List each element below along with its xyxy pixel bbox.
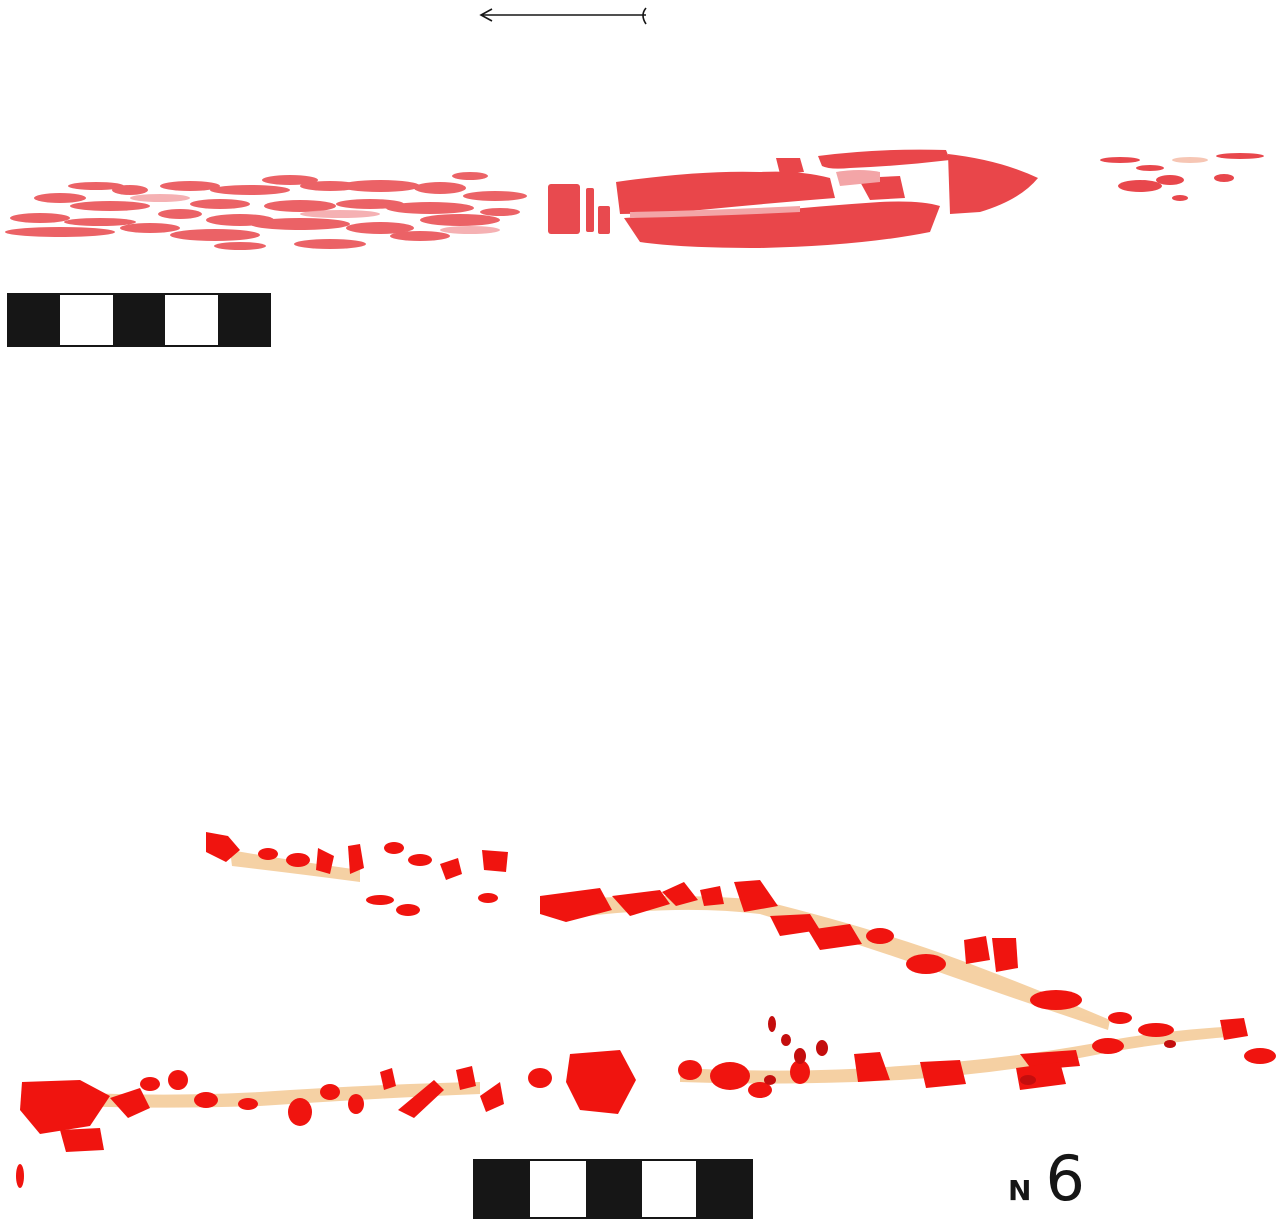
plate-label-number: 6	[1045, 1142, 1085, 1215]
lower-band-lower	[16, 1018, 1276, 1188]
plate-label: N 6	[1008, 1148, 1085, 1218]
lower-band-upper	[206, 832, 1132, 1024]
upper-banded-block	[548, 184, 610, 234]
left-arrow-icon	[479, 7, 647, 25]
scale-bar-icon	[473, 1159, 753, 1219]
upper-left-streaks	[5, 172, 527, 250]
upper-main-body	[616, 149, 1038, 248]
plate-label-letter: N	[1008, 1174, 1032, 1207]
lower-section-drawing	[16, 832, 1276, 1188]
upper-section-drawing	[5, 149, 1264, 250]
lower-dark-fragments	[764, 1016, 1176, 1085]
scale-bar-icon	[7, 293, 271, 347]
upper-right-fragments	[1100, 153, 1264, 201]
